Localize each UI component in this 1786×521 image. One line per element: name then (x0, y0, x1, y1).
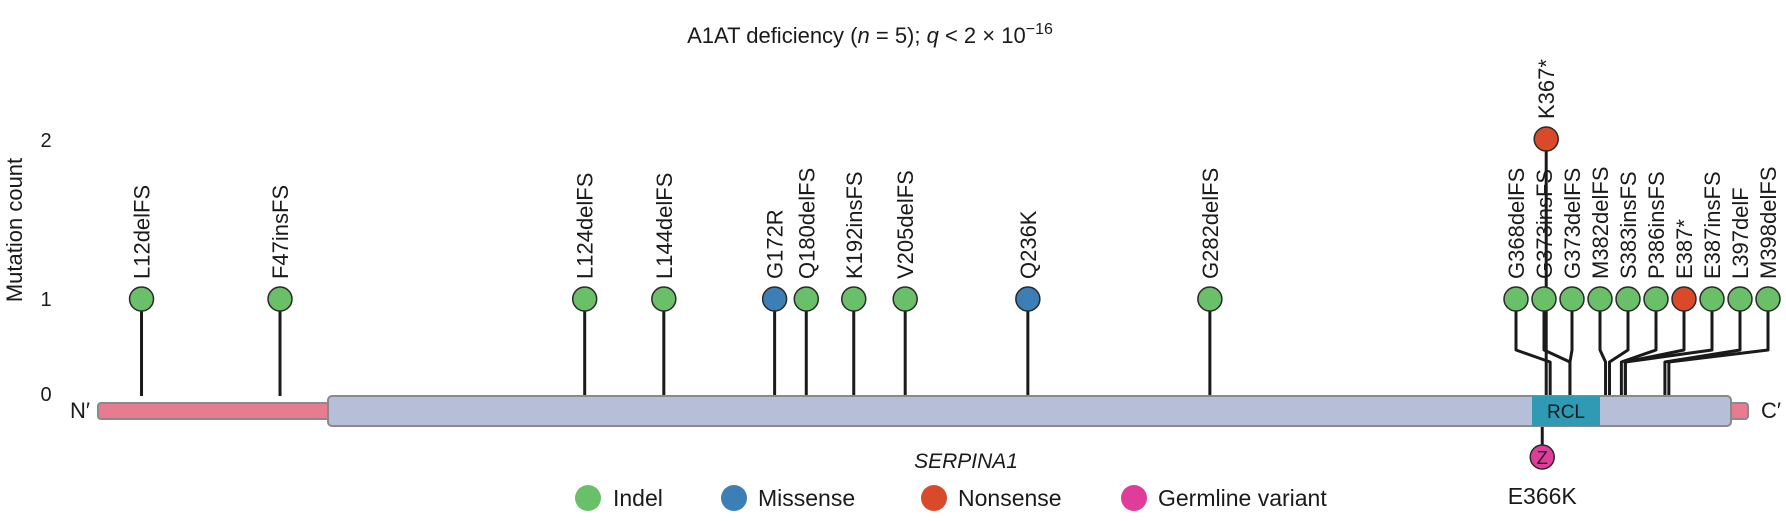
mutation-label-l124delfs: L124delFS (573, 173, 598, 279)
mutation-stem-e387insfs (1623, 311, 1714, 396)
mutation-stem-m398delfs (1667, 311, 1770, 396)
mutation-marker-p386insfs (1643, 286, 1669, 312)
mutation-marker-q180delfs (793, 286, 820, 312)
legend-swatch-indel (575, 485, 601, 511)
n-terminus-label: N′ (70, 398, 90, 423)
legend-label-germline: Germline variant (1158, 485, 1327, 511)
mutation-marker-k367 (1533, 126, 1559, 152)
mutation-label-g373delfs: G373delFS (1560, 168, 1585, 279)
mutation-label-e387: E387* (1672, 219, 1697, 279)
rcl-domain-label: RCL (1547, 402, 1585, 423)
y-tick-label-1: 1 (40, 289, 51, 311)
marks-layer: L12delFS F47insFS L124delFS L144delFS G172R Q… (128, 59, 1781, 509)
mutation-label-m398delfs: M398delFS (1756, 166, 1781, 279)
legend-label-indel: Indel (613, 485, 663, 511)
y-axis-label: Mutation count (2, 158, 27, 302)
mutation-stem-g368delfs (1514, 311, 1552, 396)
mutation-marker-v205delfs (892, 286, 918, 312)
mutation-label-k192insfs: K192insFS (842, 171, 867, 279)
mutation-label-q180delfs: Q180delFS (794, 168, 819, 279)
mutation-label-k367: K367* (1534, 59, 1559, 119)
mutation-label-l144delfs: L144delFS (652, 173, 677, 279)
mutation-stem-g373insfs (1542, 311, 1572, 396)
mutation-marker-g373insfs (1531, 286, 1557, 312)
legend: Indel Missense Nonsense Germline variant (575, 485, 1327, 511)
mutation-marker-q236k (1015, 286, 1041, 312)
y-tick-label-2: 2 (40, 130, 51, 152)
mutation-marker-k192insfs (841, 286, 867, 312)
mutation-label-e387insfs: E387insFS (1700, 171, 1725, 279)
mutation-marker-m398delfs (1755, 286, 1781, 312)
mutation-marker-g368delfs (1503, 286, 1529, 312)
legend-swatch-nonsense (921, 485, 947, 511)
mutation-marker-g172r (761, 286, 788, 312)
mutation-stem-l397delf (1663, 311, 1742, 396)
germline-label-e366k: E366K (1508, 483, 1578, 509)
mutation-marker-l397delf (1727, 286, 1753, 312)
germline-marker-e366k (1529, 444, 1555, 470)
germline-symbol-e366k: Z (1537, 448, 1548, 468)
mutation-marker-l12delfs (128, 286, 155, 312)
mutation-label-v205delfs: V205delFS (893, 170, 918, 279)
mutation-marker-e387insfs (1699, 286, 1725, 312)
mutation-label-m382delfs: M382delFS (1588, 166, 1613, 279)
mutation-stem-s383insfs (1608, 311, 1630, 396)
legend-label-nonsense: Nonsense (958, 485, 1062, 511)
mutation-label-q236k: Q236K (1016, 210, 1041, 279)
stems-layer (140, 151, 1770, 445)
mutation-marker-e387 (1671, 286, 1697, 312)
mutation-label-p386insfs: P386insFS (1644, 171, 1669, 279)
mutation-label-s383insfs: S383insFS (1616, 171, 1641, 279)
mutation-stem-m382delfs (1598, 311, 1608, 396)
mutation-label-g282delfs: G282delFS (1198, 168, 1223, 279)
mutation-label-l397delf: L397delF (1728, 187, 1753, 279)
rcl-domain (1532, 396, 1600, 426)
gene-name: SERPINA1 (914, 450, 1018, 473)
chart-title: A1AT deficiency (n = 5); q < 2 × 10−16 (687, 21, 1053, 48)
c-terminus-label: C′ (1761, 398, 1781, 423)
legend-swatch-missense (721, 485, 747, 511)
y-tick-label-0: 0 (40, 384, 51, 406)
mutation-label-l12delfs: L12delFS (130, 185, 155, 279)
mutation-stem-p386insfs (1619, 311, 1658, 396)
mutation-label-g368delfs: G368delFS (1504, 168, 1529, 279)
serpin-domain (327, 395, 1732, 427)
mutation-marker-l144delfs (651, 286, 677, 312)
mutation-label-g373insfs: G373insFS (1532, 169, 1557, 279)
mutation-marker-s383insfs (1615, 286, 1641, 312)
mutation-label-f47insfs: F47insFS (268, 185, 293, 279)
legend-swatch-germline (1121, 485, 1147, 511)
mutation-marker-g373delfs (1559, 286, 1585, 312)
mutation-marker-g282delfs (1197, 286, 1223, 312)
mutation-marker-f47insfs (267, 286, 293, 312)
mutation-stem-g373delfs (1568, 311, 1574, 396)
mutation-marker-l124delfs (571, 286, 598, 312)
mutation-marker-m382delfs (1587, 286, 1613, 312)
legend-label-missense: Missense (758, 485, 855, 511)
mutation-label-g172r: G172R (763, 209, 788, 279)
